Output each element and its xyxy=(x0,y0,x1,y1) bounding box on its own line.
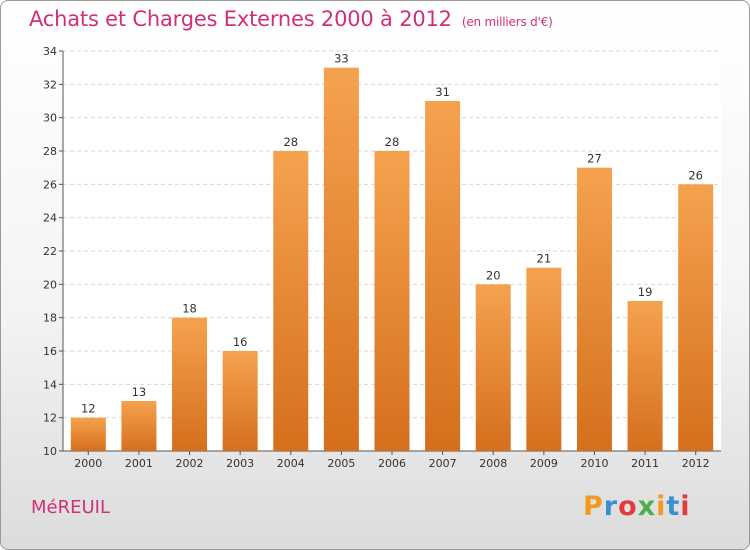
proxiti-logo[interactable]: Proxiti xyxy=(583,491,691,522)
x-tick-label: 2004 xyxy=(277,457,305,470)
bar-2001 xyxy=(121,401,157,451)
logo-letter: t xyxy=(666,491,681,522)
logo-letter: r xyxy=(603,491,619,522)
logo-letter: x xyxy=(637,491,657,522)
value-label: 19 xyxy=(638,285,653,299)
y-tick-label: 10 xyxy=(43,445,57,458)
y-tick-label: 18 xyxy=(43,312,57,325)
value-label: 16 xyxy=(233,335,248,349)
value-label: 27 xyxy=(587,152,602,166)
bar-2003 xyxy=(222,351,258,451)
x-tick-label: 2009 xyxy=(530,457,558,470)
y-tick-label: 22 xyxy=(43,245,57,258)
y-tick-label: 30 xyxy=(43,112,57,125)
bar-2000 xyxy=(70,417,106,451)
x-tick-label: 2012 xyxy=(682,457,710,470)
bar-2002 xyxy=(172,317,208,451)
bar-2004 xyxy=(273,151,309,451)
bar-2010 xyxy=(576,167,612,451)
bar-2005 xyxy=(323,67,359,452)
x-tick-label: 2001 xyxy=(125,457,153,470)
value-labels: 12 13 18 16 28 33 28 31 20 21 27 19 26 xyxy=(81,52,703,416)
y-tick-label: 12 xyxy=(43,412,57,425)
bar-2012 xyxy=(678,184,714,452)
x-tick-label: 2000 xyxy=(74,457,102,470)
value-label: 28 xyxy=(385,135,400,149)
y-tick-label: 20 xyxy=(43,278,57,291)
y-tick-label: 32 xyxy=(43,78,57,91)
y-tick-label: 24 xyxy=(43,212,57,225)
x-tick-label: 2006 xyxy=(378,457,406,470)
bar-2008 xyxy=(475,284,511,451)
y-tick-label: 26 xyxy=(43,178,57,191)
bar-2009 xyxy=(526,267,562,451)
x-tick-label: 2003 xyxy=(226,457,254,470)
y-tick-label: 34 xyxy=(43,45,57,58)
value-label: 12 xyxy=(81,402,96,416)
value-label: 28 xyxy=(283,135,298,149)
x-tick-label: 2002 xyxy=(176,457,204,470)
value-label: 33 xyxy=(334,52,349,66)
value-label: 26 xyxy=(688,168,703,182)
bar-2011 xyxy=(627,301,663,451)
value-label: 21 xyxy=(537,252,552,266)
town-name: MéREUIL xyxy=(31,497,110,518)
bar-2006 xyxy=(374,151,410,451)
x-tick-label: 2010 xyxy=(580,457,608,470)
y-tick-label: 16 xyxy=(43,345,57,358)
y-tick-label: 28 xyxy=(43,145,57,158)
value-label: 13 xyxy=(132,385,147,399)
chart-subtitle: (en milliers d'€) xyxy=(461,15,553,29)
logo-letter: i xyxy=(680,491,691,522)
x-tick-label: 2011 xyxy=(631,457,659,470)
value-label: 20 xyxy=(486,268,501,282)
x-tick-label: 2005 xyxy=(327,457,355,470)
value-label: 18 xyxy=(182,302,197,316)
x-tick-label: 2007 xyxy=(429,457,457,470)
y-tick-label: 14 xyxy=(43,378,57,391)
logo-letter: i xyxy=(656,491,667,522)
chart-title: Achats et Charges Externes 2000 à 2012 (e… xyxy=(29,7,553,31)
axes: 10 12 14 16 18 20 22 24 26 28 30 32 34 2000 2001 2002 20… xyxy=(43,45,721,470)
bars xyxy=(70,67,714,452)
logo-letter: o xyxy=(618,491,638,522)
value-label: 31 xyxy=(435,85,450,99)
chart-title-text: Achats et Charges Externes 2000 à 2012 xyxy=(29,7,452,31)
logo-letter: P xyxy=(583,491,604,522)
bar-2007 xyxy=(425,101,461,451)
x-tick-label: 2008 xyxy=(479,457,507,470)
